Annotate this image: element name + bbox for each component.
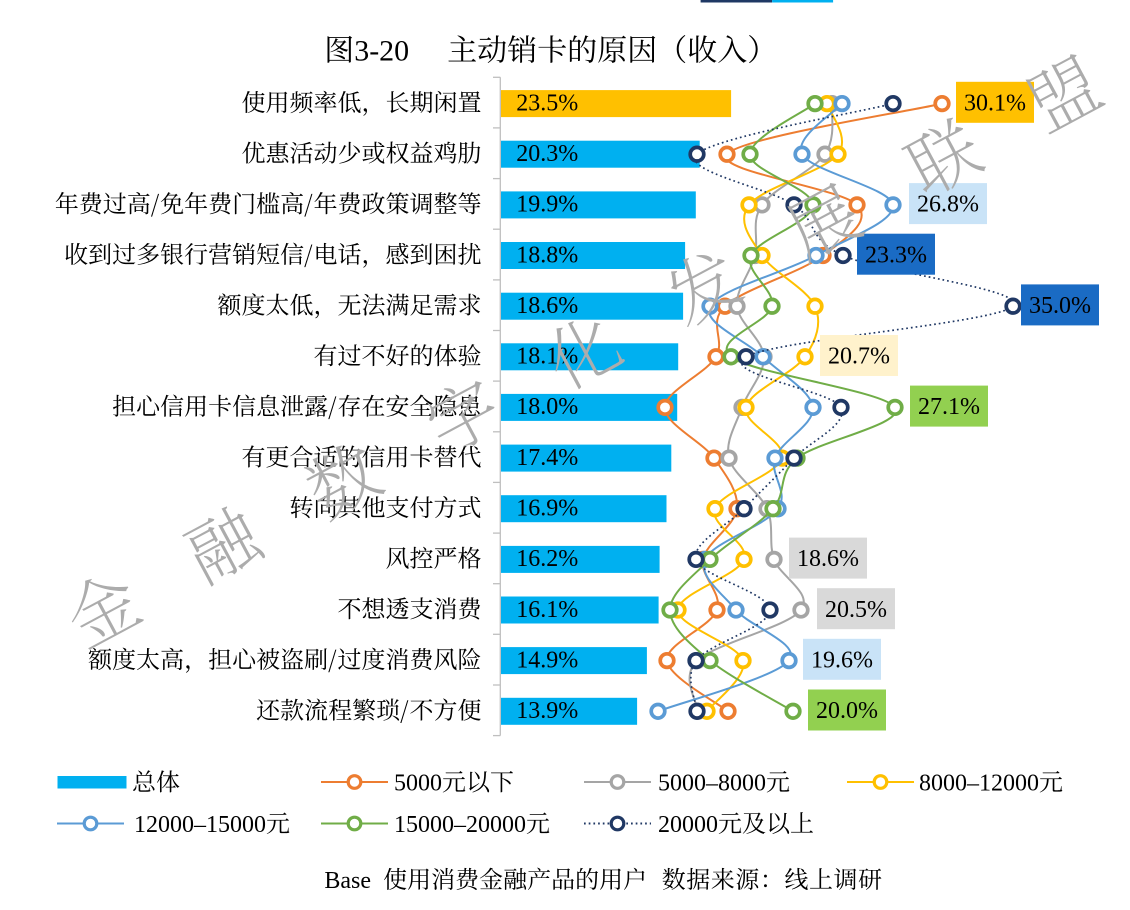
svg-text:20.5%: 20.5%	[825, 597, 887, 623]
svg-text:19.9%: 19.9%	[516, 192, 578, 218]
svg-text:18.6%: 18.6%	[516, 293, 578, 319]
svg-text:18.6%: 18.6%	[797, 546, 859, 572]
svg-text:35.0%: 35.0%	[1029, 293, 1091, 319]
svg-text:23.5%: 23.5%	[516, 90, 578, 116]
svg-text:23.3%: 23.3%	[865, 242, 927, 268]
svg-text:5000–8000: 5000–8000	[658, 771, 766, 797]
svg-text:13.9%: 13.9%	[516, 698, 578, 724]
svg-text:20000: 20000	[658, 812, 718, 838]
svg-text:16.1%: 16.1%	[516, 597, 578, 623]
svg-text:18.0%: 18.0%	[516, 394, 578, 420]
svg-text:26.8%: 26.8%	[917, 192, 979, 218]
svg-text:15000–20000: 15000–20000	[394, 812, 526, 838]
svg-text:30.1%: 30.1%	[964, 90, 1026, 116]
svg-text:17.4%: 17.4%	[516, 445, 578, 471]
svg-text:20.7%: 20.7%	[828, 344, 890, 370]
svg-text:18.8%: 18.8%	[516, 242, 578, 268]
svg-text:20.0%: 20.0%	[816, 698, 878, 724]
svg-text:16.2%: 16.2%	[516, 546, 578, 572]
svg-text:3-20: 3-20	[354, 35, 409, 68]
svg-text:20.3%: 20.3%	[516, 141, 578, 167]
svg-text:5000: 5000	[394, 771, 442, 797]
svg-text:12000–15000: 12000–15000	[134, 812, 266, 838]
svg-text:27.1%: 27.1%	[918, 394, 980, 420]
svg-text:Base: Base	[324, 868, 371, 894]
svg-text:16.9%: 16.9%	[516, 496, 578, 522]
svg-text:19.6%: 19.6%	[811, 647, 873, 673]
svg-text:14.9%: 14.9%	[516, 647, 578, 673]
svg-text:8000–12000: 8000–12000	[919, 771, 1039, 797]
